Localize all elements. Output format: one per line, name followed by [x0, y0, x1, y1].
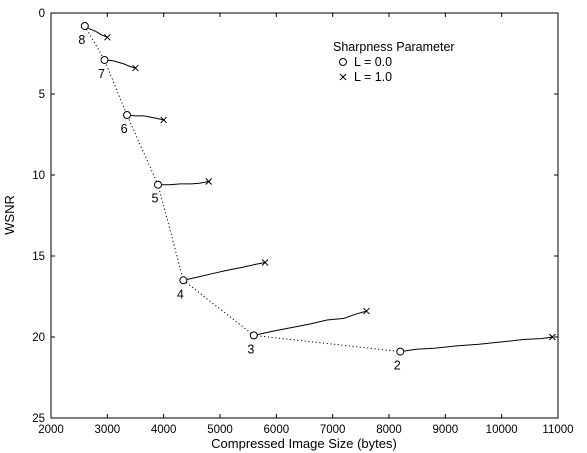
point-label: 2 — [394, 359, 401, 373]
point-label: 3 — [247, 342, 254, 356]
plot-area — [51, 13, 558, 418]
marker-circle — [250, 332, 257, 339]
x-tick-label: 7000 — [320, 424, 346, 436]
marker-circle — [101, 56, 108, 63]
legend-title: Sharpness Parameter — [333, 40, 455, 54]
x-axis-title: Compressed Image Size (bytes) — [211, 436, 397, 451]
y-tick-label: 25 — [32, 413, 45, 425]
marker-circle — [81, 22, 88, 29]
point-label: 8 — [78, 33, 85, 47]
x-tick-label: 3000 — [95, 424, 121, 436]
x-tick-label: 6000 — [264, 424, 290, 436]
marker-circle — [155, 181, 162, 188]
marker-circle — [180, 277, 187, 284]
marker-circle — [124, 112, 131, 119]
y-tick-label: 5 — [39, 89, 45, 101]
x-tick-label: 9000 — [433, 424, 459, 436]
legend-label-l1: L = 1.0 — [354, 70, 392, 84]
y-axis-title: WSNR — [2, 195, 17, 235]
y-tick-label: 0 — [39, 8, 45, 20]
legend-label-l0: L = 0.0 — [354, 55, 392, 69]
point-label: 6 — [121, 122, 128, 136]
marker-circle — [397, 348, 404, 355]
x-tick-label: 8000 — [376, 424, 402, 436]
x-tick-label: 2000 — [38, 424, 64, 436]
x-tick-label: 4000 — [151, 424, 177, 436]
point-label: 5 — [152, 192, 159, 206]
point-label: 4 — [177, 287, 184, 301]
x-tick-label: 5000 — [207, 424, 233, 436]
y-tick-label: 10 — [32, 170, 45, 182]
x-tick-label: 10000 — [486, 424, 518, 436]
y-tick-label: 15 — [32, 251, 45, 263]
point-label: 7 — [98, 67, 105, 81]
y-tick-label: 20 — [32, 332, 45, 344]
x-tick-label: 11000 — [542, 424, 573, 436]
